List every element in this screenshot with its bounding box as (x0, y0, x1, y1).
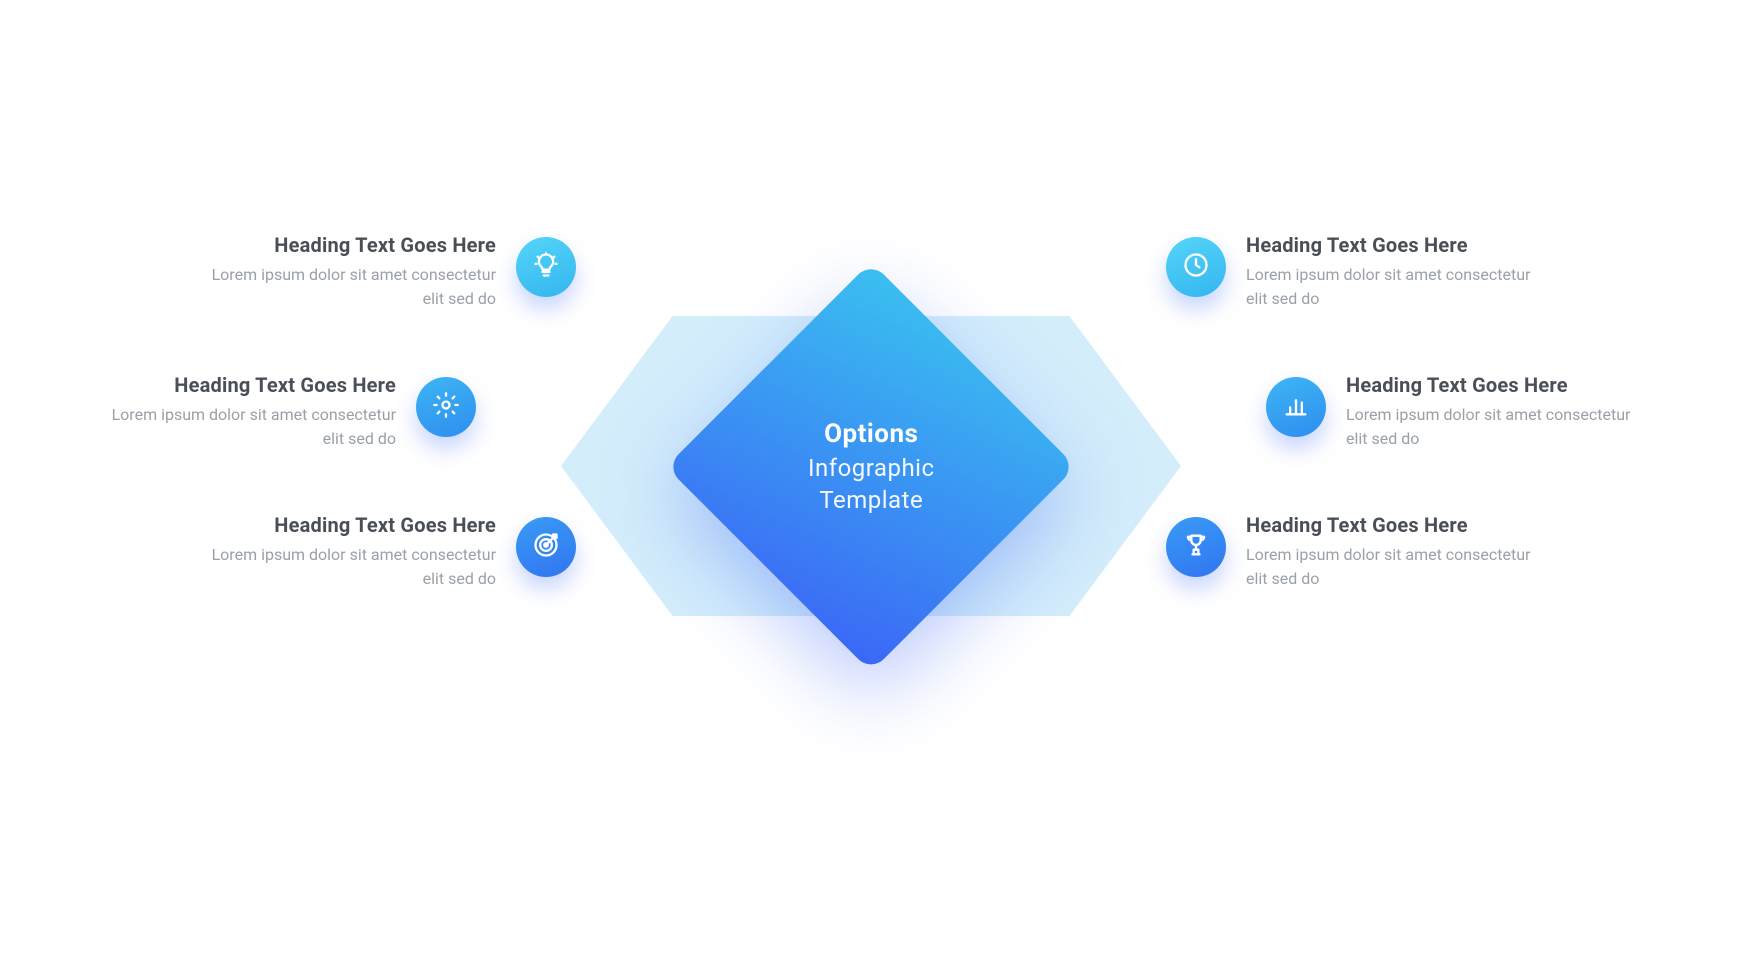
item-heading: Heading Text Goes Here (196, 513, 496, 537)
item-body: Lorem ipsum dolor sit amet consectetur e… (1246, 543, 1546, 591)
item-body: Lorem ipsum dolor sit amet consectetur e… (1246, 263, 1546, 311)
node-clock (1166, 237, 1226, 297)
node-gear (416, 377, 476, 437)
item-body: Lorem ipsum dolor sit amet consectetur e… (1346, 403, 1646, 451)
item-text-gear: Heading Text Goes Here Lorem ipsum dolor… (96, 373, 396, 451)
item-heading: Heading Text Goes Here (96, 373, 396, 397)
item-text-clock: Heading Text Goes Here Lorem ipsum dolor… (1246, 233, 1546, 311)
lightbulb-icon (532, 251, 560, 283)
node-lightbulb (516, 237, 576, 297)
item-text-target: Heading Text Goes Here Lorem ipsum dolor… (196, 513, 496, 591)
item-heading: Heading Text Goes Here (1246, 233, 1546, 257)
diamond-title-2: Infographic (808, 452, 935, 484)
item-body: Lorem ipsum dolor sit amet consectetur e… (196, 263, 496, 311)
bar-chart-icon (1282, 391, 1310, 423)
node-target (516, 517, 576, 577)
trophy-icon (1182, 531, 1210, 563)
target-icon (532, 531, 560, 563)
item-body: Lorem ipsum dolor sit amet consectetur e… (96, 403, 396, 451)
item-heading: Heading Text Goes Here (1246, 513, 1546, 537)
node-chart (1266, 377, 1326, 437)
item-text-lightbulb: Heading Text Goes Here Lorem ipsum dolor… (196, 233, 496, 311)
center-diamond: Options Infographic Template (726, 322, 1016, 612)
item-text-trophy: Heading Text Goes Here Lorem ipsum dolor… (1246, 513, 1546, 591)
diamond-title-1: Options (808, 417, 935, 452)
item-body: Lorem ipsum dolor sit amet consectetur e… (196, 543, 496, 591)
clock-icon (1182, 251, 1210, 283)
item-text-chart: Heading Text Goes Here Lorem ipsum dolor… (1346, 373, 1646, 451)
diamond-title-3: Template (808, 484, 935, 516)
item-heading: Heading Text Goes Here (1346, 373, 1646, 397)
item-heading: Heading Text Goes Here (196, 233, 496, 257)
node-trophy (1166, 517, 1226, 577)
gear-icon (432, 391, 460, 423)
infographic-stage: Options Infographic Template (0, 0, 1742, 980)
